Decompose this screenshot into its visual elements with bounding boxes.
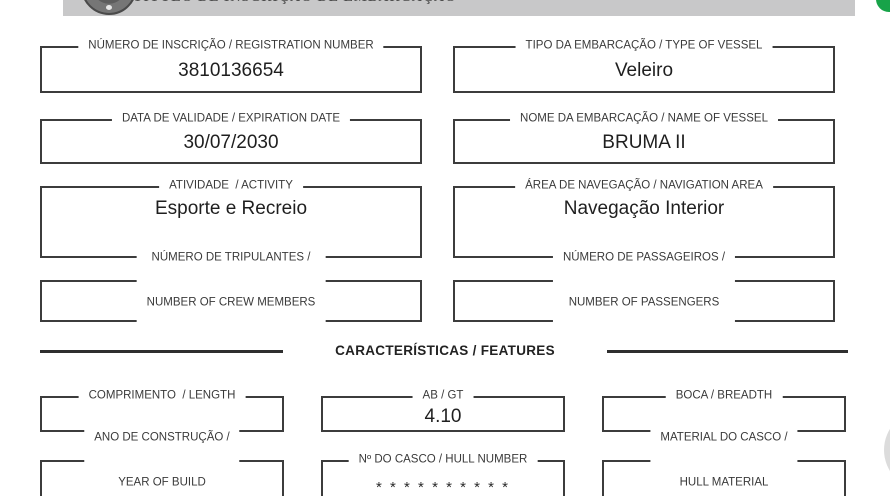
section-rule-left xyxy=(40,350,283,353)
navy-seal-icon xyxy=(81,0,137,15)
breadth-label: BOCA / BREADTH xyxy=(665,388,783,404)
crew-members-label-pt: NÚMERO DE TRIPULANTES / xyxy=(151,251,311,264)
field-vessel-name: NOME DA EMBARCAÇÃO / NAME OF VESSEL BRUM… xyxy=(453,111,835,164)
document-title: TÍTULO DE INSCRIÇÃO DE EMBARCAÇÃO xyxy=(133,0,457,6)
field-registration-number: NÚMERO DE INSCRIÇÃO / REGISTRATION NUMBE… xyxy=(40,38,422,93)
hull-number-label: Nº DO CASCO / HULL NUMBER xyxy=(348,452,538,468)
registration-number-value: 3810136654 xyxy=(178,60,284,81)
year-of-build-label: ANO DE CONSTRUÇÃO / YEAR OF BUILD xyxy=(84,400,240,496)
hull-material-label-en: HULL MATERIAL xyxy=(679,475,769,488)
section-rule-right xyxy=(607,350,848,353)
crew-members-label: NÚMERO DE TRIPULANTES / NUMBER OF CREW M… xyxy=(136,220,326,340)
field-gross-tonnage: AB / GT 4.10 xyxy=(321,388,565,432)
field-hull-material: MATERIAL DO CASCO / HULL MATERIAL Madeir… xyxy=(602,400,846,496)
gross-tonnage-label: AB / GT xyxy=(412,388,474,404)
passengers-label-en: NUMBER OF PASSENGERS xyxy=(568,295,720,308)
gray-floating-button[interactable] xyxy=(884,410,890,490)
field-hull-number: Nº DO CASCO / HULL NUMBER * * * * * * * … xyxy=(321,452,565,496)
year-of-build-label-pt: ANO DE CONSTRUÇÃO / xyxy=(94,431,230,444)
crew-members-label-en: NUMBER OF CREW MEMBERS xyxy=(146,295,316,308)
navigation-area-value: Navegação Interior xyxy=(563,198,725,219)
field-year-of-build: ANO DE CONSTRUÇÃO / YEAR OF BUILD 1964 xyxy=(40,400,284,496)
expiration-date-value: 30/07/2030 xyxy=(183,132,279,153)
registration-number-label: NÚMERO DE INSCRIÇÃO / REGISTRATION NUMBE… xyxy=(78,38,384,54)
year-of-build-label-en: YEAR OF BUILD xyxy=(118,475,206,488)
field-expiration-date: DATA DE VALIDADE / EXPIRATION DATE 30/07… xyxy=(40,111,422,164)
document-header-bar: TÍTULO DE INSCRIÇÃO DE EMBARCAÇÃO xyxy=(63,0,855,16)
hull-material-label-pt: MATERIAL DO CASCO / xyxy=(660,431,788,444)
field-passengers: NÚMERO DE PASSAGEIROS / NUMBER OF PASSEN… xyxy=(453,220,835,340)
activity-label: ATIVIDADE / ACTIVITY xyxy=(159,178,303,194)
vessel-name-label: NOME DA EMBARCAÇÃO / NAME OF VESSEL xyxy=(510,111,778,127)
vessel-name-value: BRUMA II xyxy=(602,132,686,153)
expiration-date-label: DATA DE VALIDADE / EXPIRATION DATE xyxy=(111,111,351,127)
passengers-label-pt: NÚMERO DE PASSAGEIROS / xyxy=(562,251,726,264)
gross-tonnage-value: 4.10 xyxy=(424,406,462,427)
vessel-type-value: Veleiro xyxy=(614,60,674,81)
length-label: COMPRIMENTO / LENGTH xyxy=(78,388,246,404)
hull-number-value: * * * * * * * * * * xyxy=(376,479,510,496)
field-crew-members: NÚMERO DE TRIPULANTES / NUMBER OF CREW M… xyxy=(40,220,422,340)
vessel-type-label: TIPO DA EMBARCAÇÃO / TYPE OF VESSEL xyxy=(515,38,773,54)
passengers-label: NÚMERO DE PASSAGEIROS / NUMBER OF PASSEN… xyxy=(552,220,736,340)
activity-value: Esporte e Recreio xyxy=(154,198,308,219)
field-vessel-type: TIPO DA EMBARCAÇÃO / TYPE OF VESSEL Vele… xyxy=(453,38,835,93)
seal-detail xyxy=(106,5,112,10)
hull-material-label: MATERIAL DO CASCO / HULL MATERIAL xyxy=(650,400,798,496)
navigation-area-label: ÁREA DE NAVEGAÇÃO / NAVIGATION AREA xyxy=(515,178,773,194)
section-title: CARACTERÍSTICAS / FEATURES xyxy=(335,343,555,358)
green-floating-button[interactable] xyxy=(876,0,890,12)
